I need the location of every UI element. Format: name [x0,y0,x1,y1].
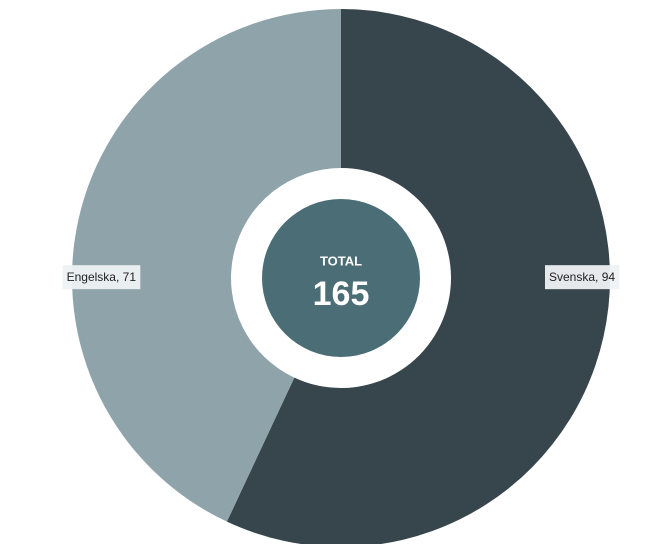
slices [72,9,610,544]
slice-label: Engelska, 71 [62,265,141,290]
center-circle [262,199,420,357]
slice [226,9,610,544]
labels: Svenska, 94 Engelska, 71 [62,265,620,290]
label-background [545,265,620,290]
label-background [62,265,141,290]
slice [72,9,341,522]
center-total: 165 [313,275,370,313]
slice-label-text: Svenska, 94 [549,270,615,284]
slice-label: Svenska, 94 [545,265,620,290]
slice-label-text: Engelska, 71 [67,270,137,284]
center-label: TOTAL [320,253,362,268]
